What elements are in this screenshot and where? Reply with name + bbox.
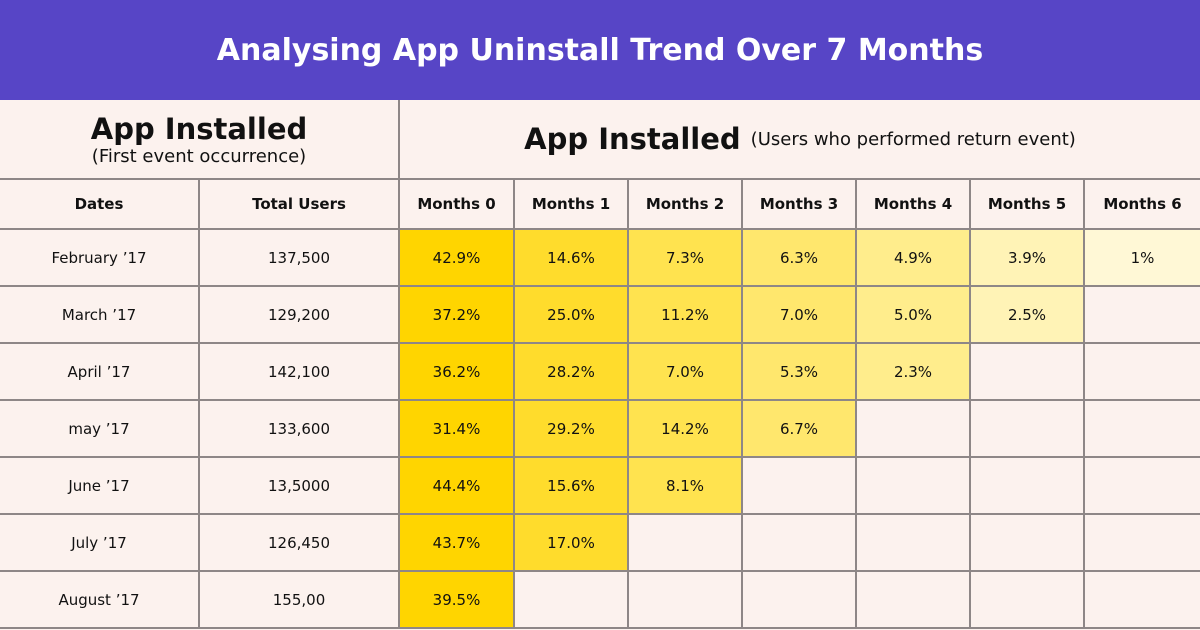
row-total-users: 155,00 <box>200 572 400 629</box>
empty-cell <box>743 515 857 572</box>
retention-cell: 7.0% <box>629 344 743 401</box>
empty-cell <box>857 458 971 515</box>
retention-cell: 14.6% <box>515 230 629 287</box>
retention-cell: 17.0% <box>515 515 629 572</box>
empty-cell <box>971 344 1085 401</box>
row-date: February ’17 <box>0 230 200 287</box>
row-total-users: 142,100 <box>200 344 400 401</box>
retention-cell: 7.0% <box>743 287 857 344</box>
left-header-subtitle: (First event occurrence) <box>91 145 307 167</box>
row-total-users: 129,200 <box>200 287 400 344</box>
retention-cell: 6.7% <box>743 401 857 458</box>
cohort-table: App Installed (First event occurrence) A… <box>0 100 1200 630</box>
retention-cell: 7.3% <box>629 230 743 287</box>
retention-cell: 11.2% <box>629 287 743 344</box>
empty-cell <box>743 572 857 629</box>
retention-cell: 8.1% <box>629 458 743 515</box>
right-header: App Installed (Users who performed retur… <box>400 100 1200 180</box>
left-header-title: App Installed <box>90 111 308 146</box>
retention-cell: 5.0% <box>857 287 971 344</box>
retention-cell: 43.7% <box>400 515 515 572</box>
retention-cell: 25.0% <box>515 287 629 344</box>
retention-cell: 28.2% <box>515 344 629 401</box>
retention-cell: 42.9% <box>400 230 515 287</box>
page-title: Analysing App Uninstall Trend Over 7 Mon… <box>0 0 1200 100</box>
empty-cell <box>629 515 743 572</box>
row-date: March ’17 <box>0 287 200 344</box>
empty-cell <box>971 458 1085 515</box>
column-header: Months 6 <box>1085 180 1200 230</box>
empty-cell <box>1085 401 1200 458</box>
column-header: Months 4 <box>857 180 971 230</box>
empty-cell <box>743 458 857 515</box>
row-date: August ’17 <box>0 572 200 629</box>
empty-cell <box>857 572 971 629</box>
retention-cell: 5.3% <box>743 344 857 401</box>
retention-cell: 15.6% <box>515 458 629 515</box>
empty-cell <box>1085 515 1200 572</box>
column-header: Dates <box>0 180 200 230</box>
right-header-subtitle: (Users who performed return event) <box>750 128 1076 150</box>
empty-cell <box>971 515 1085 572</box>
retention-cell: 39.5% <box>400 572 515 629</box>
retention-cell: 1% <box>1085 230 1200 287</box>
empty-cell <box>1085 344 1200 401</box>
right-header-title: App Installed <box>524 122 741 156</box>
row-total-users: 126,450 <box>200 515 400 572</box>
row-date: July ’17 <box>0 515 200 572</box>
column-header: Months 5 <box>971 180 1085 230</box>
empty-cell <box>971 401 1085 458</box>
empty-cell <box>857 401 971 458</box>
empty-cell <box>857 515 971 572</box>
column-header: Months 2 <box>629 180 743 230</box>
retention-cell: 29.2% <box>515 401 629 458</box>
retention-cell: 31.4% <box>400 401 515 458</box>
row-total-users: 133,600 <box>200 401 400 458</box>
empty-cell <box>629 572 743 629</box>
retention-cell: 3.9% <box>971 230 1085 287</box>
retention-cell: 37.2% <box>400 287 515 344</box>
empty-cell <box>1085 458 1200 515</box>
row-date: April ’17 <box>0 344 200 401</box>
empty-cell <box>515 572 629 629</box>
row-total-users: 137,500 <box>200 230 400 287</box>
retention-cell: 36.2% <box>400 344 515 401</box>
column-header: Months 0 <box>400 180 515 230</box>
empty-cell <box>1085 287 1200 344</box>
left-header: App Installed (First event occurrence) <box>0 100 400 180</box>
row-date: June ’17 <box>0 458 200 515</box>
column-header: Total Users <box>200 180 400 230</box>
retention-cell: 44.4% <box>400 458 515 515</box>
row-date: may ’17 <box>0 401 200 458</box>
retention-cell: 2.3% <box>857 344 971 401</box>
retention-cell: 2.5% <box>971 287 1085 344</box>
column-header: Months 1 <box>515 180 629 230</box>
retention-cell: 14.2% <box>629 401 743 458</box>
empty-cell <box>1085 572 1200 629</box>
empty-cell <box>971 572 1085 629</box>
retention-cell: 6.3% <box>743 230 857 287</box>
retention-cell: 4.9% <box>857 230 971 287</box>
row-total-users: 13,5000 <box>200 458 400 515</box>
column-header: Months 3 <box>743 180 857 230</box>
